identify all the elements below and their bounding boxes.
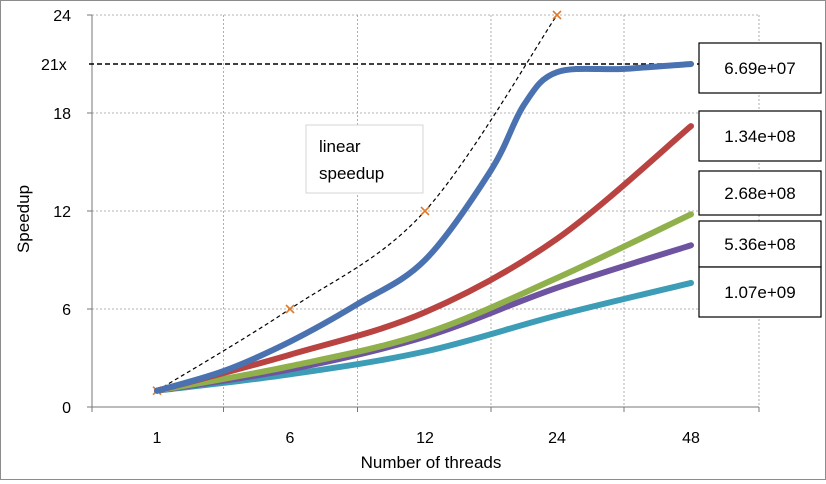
series-label-box bbox=[698, 170, 822, 216]
x-tick-label: 12 bbox=[416, 430, 434, 447]
marker-stroke bbox=[420, 206, 430, 216]
series-label-box bbox=[698, 220, 822, 268]
x-tick-label: 24 bbox=[548, 430, 566, 447]
axis-titles: Number of threads Speedup bbox=[14, 185, 501, 472]
series-label: 6.69e+07 bbox=[698, 42, 822, 94]
series-line bbox=[154, 61, 694, 394]
series-label-box bbox=[698, 110, 822, 162]
series-label-box bbox=[698, 42, 822, 94]
series-label-text: 1.34e+08 bbox=[724, 127, 795, 146]
y-tick-label: 18 bbox=[53, 106, 71, 123]
linear-label-line2: speedup bbox=[319, 164, 384, 183]
series-label-box bbox=[698, 266, 822, 318]
linear-speedup-marker bbox=[552, 10, 562, 20]
series-label-text: 5.36e+08 bbox=[724, 235, 795, 254]
marker-stroke bbox=[285, 304, 295, 314]
series-label-text: 2.68e+08 bbox=[724, 184, 795, 203]
series-label-text: 1.07e+09 bbox=[724, 283, 795, 302]
series-line bbox=[154, 211, 694, 394]
x-tick-label: 48 bbox=[682, 430, 700, 447]
series-label: 1.07e+09 bbox=[698, 266, 822, 318]
linear-label-box bbox=[305, 124, 424, 194]
axes: 0 6 12 18 24 1 6 12 24 48 bbox=[53, 8, 760, 447]
reference-line-group: 21x bbox=[41, 57, 701, 74]
linear-label-line1: linear bbox=[319, 137, 361, 156]
series-line bbox=[154, 123, 694, 394]
x-tick-label: 1 bbox=[153, 430, 162, 447]
y-tick-label: 0 bbox=[62, 400, 71, 417]
linear-speedup-label: linear speedup bbox=[305, 124, 424, 194]
series-label: 5.36e+08 bbox=[698, 220, 822, 268]
y-axis-title: Speedup bbox=[14, 185, 33, 253]
y-tick-label: 12 bbox=[53, 204, 71, 221]
y-tick-label: 24 bbox=[53, 8, 71, 25]
linear-speedup-marker bbox=[420, 206, 430, 216]
series-group bbox=[154, 61, 694, 394]
linear-speedup-line bbox=[156, 14, 558, 392]
series-label: 1.34e+08 bbox=[698, 110, 822, 162]
marker-stroke bbox=[552, 10, 562, 20]
series-labels: 6.69e+07 1.34e+08 2.68e+08 5.36e+08 1.07e+09 bbox=[698, 42, 822, 318]
y-tick-label: 6 bbox=[62, 302, 71, 319]
series-label: 2.68e+08 bbox=[698, 170, 822, 216]
x-tick-label: 6 bbox=[286, 430, 295, 447]
linear-speedup-marker bbox=[285, 304, 295, 314]
x-axis-title: Number of threads bbox=[361, 453, 502, 472]
series-label-text: 6.69e+07 bbox=[724, 59, 795, 78]
reference-line-label: 21x bbox=[41, 57, 67, 74]
